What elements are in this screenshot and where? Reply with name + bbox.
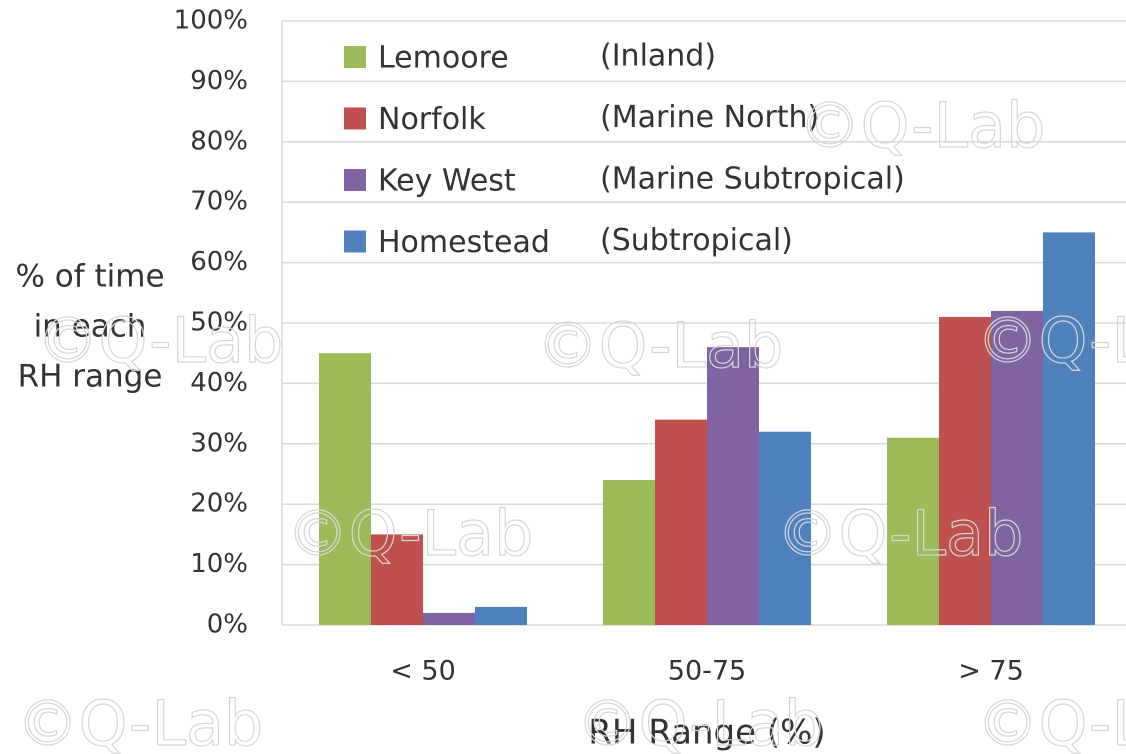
y-tick-label: 0% [207, 610, 248, 640]
legend-description: (Inland) [600, 39, 716, 74]
y-tick-label: 40% [190, 368, 248, 398]
y-tick-label: 20% [190, 489, 248, 519]
watermark: ©Q-Lab [17, 687, 264, 754]
x-tick-label: < 50 [390, 656, 456, 687]
x-axis-label: RH Range (%) [588, 713, 825, 753]
y-tick-label: 80% [190, 126, 248, 156]
legend-label: Norfolk [378, 102, 486, 137]
legend-swatch [344, 169, 366, 191]
bar [887, 437, 939, 625]
y-tick-label: 70% [190, 187, 248, 217]
legend-label: Lemoore [378, 41, 509, 76]
y-tick-label: 90% [190, 66, 248, 96]
bar [603, 480, 655, 625]
y-axis-label: in each [34, 309, 147, 345]
bar [319, 353, 371, 625]
y-tick-label: 100% [174, 6, 248, 36]
watermark: ©Q-Lab [537, 309, 784, 382]
watermark: ©Q-Lab [799, 89, 1046, 162]
watermark: ©Q-Lab [287, 497, 534, 570]
legend-label: Homestead [378, 225, 550, 260]
y-axis-label: RH range [18, 359, 163, 395]
watermark: ©Q-Lab [977, 304, 1126, 377]
bar [655, 419, 707, 625]
bar [759, 431, 811, 625]
legend-description: (Marine North) [600, 100, 819, 135]
legend-description: (Subtropical) [600, 223, 793, 258]
x-tick-label: 50-75 [668, 656, 746, 687]
bar [423, 612, 475, 625]
legend-swatch [344, 230, 366, 253]
x-tick-label: > 75 [958, 656, 1024, 687]
bar [991, 310, 1043, 625]
y-axis-label: % of time [15, 259, 164, 295]
watermark: ©Q-Lab [577, 687, 824, 754]
y-tick-label: 10% [190, 549, 248, 579]
y-tick-label: 60% [190, 247, 248, 277]
y-tick-label: 50% [190, 308, 248, 338]
watermark: ©Q-Lab [777, 497, 1024, 570]
watermark: ©Q-Lab [37, 304, 284, 377]
legend-swatch [344, 107, 366, 130]
legend-swatch [344, 46, 366, 68]
bar [707, 347, 759, 625]
bar [475, 606, 527, 625]
legend-label: Key West [378, 164, 516, 199]
bar [939, 316, 991, 625]
legend-description: (Marine Subtropical) [600, 162, 905, 197]
y-tick-label: 30% [190, 428, 248, 458]
bar [1043, 232, 1095, 625]
bar [371, 534, 423, 625]
watermark: ©Q-Lab [977, 687, 1126, 754]
